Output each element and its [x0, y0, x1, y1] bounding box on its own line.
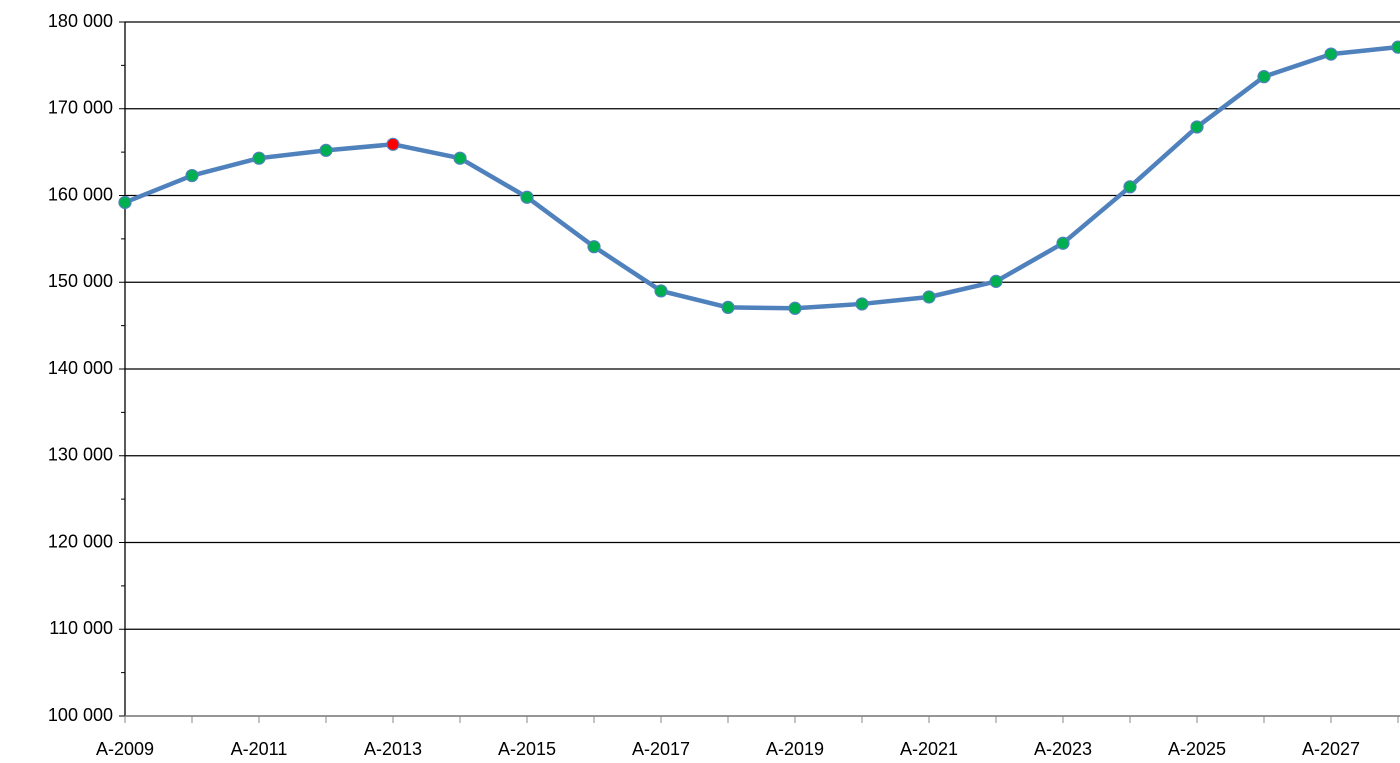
data-point	[1123, 180, 1137, 194]
y-tick-label: 160 000	[48, 184, 113, 204]
y-tick-label: 100 000	[48, 705, 113, 725]
y-tick-label: 140 000	[48, 358, 113, 378]
data-point	[252, 151, 266, 165]
y-tick-label: 150 000	[48, 271, 113, 291]
data-point	[922, 290, 936, 304]
y-tick-label: 180 000	[48, 11, 113, 31]
x-tick-label: A-2009	[96, 739, 154, 759]
data-point	[788, 301, 802, 315]
x-tick-label: A-2021	[900, 739, 958, 759]
x-tick-label: A-2019	[766, 739, 824, 759]
x-tick-label: A-2027	[1302, 739, 1360, 759]
x-tick-label: A-2015	[498, 739, 556, 759]
y-tick-label: 130 000	[48, 445, 113, 465]
x-tick-label: A-2011	[231, 739, 288, 759]
data-point	[453, 151, 467, 165]
x-tick-label: A-2025	[1168, 739, 1226, 759]
y-tick-label: 170 000	[48, 98, 113, 118]
data-point	[1324, 47, 1338, 61]
data-point	[721, 300, 735, 315]
data-point	[1391, 40, 1400, 54]
data-point	[386, 137, 400, 151]
y-tick-label: 120 000	[48, 531, 113, 551]
y-tick-label: 110 000	[49, 618, 113, 638]
data-point	[654, 284, 668, 298]
data-point	[118, 195, 132, 210]
data-point	[989, 274, 1003, 288]
data-line	[124, 44, 1399, 311]
data-point	[1190, 120, 1204, 134]
data-point	[587, 240, 601, 254]
data-point	[319, 143, 333, 157]
data-point	[1257, 70, 1271, 84]
data-point	[520, 190, 534, 204]
data-point	[855, 297, 869, 311]
data-point	[185, 168, 199, 183]
data-point	[1056, 236, 1070, 250]
x-tick-label: A-2023	[1034, 739, 1092, 759]
x-tick-label: A-2013	[364, 739, 422, 759]
x-tick-label: A-2017	[632, 739, 690, 759]
